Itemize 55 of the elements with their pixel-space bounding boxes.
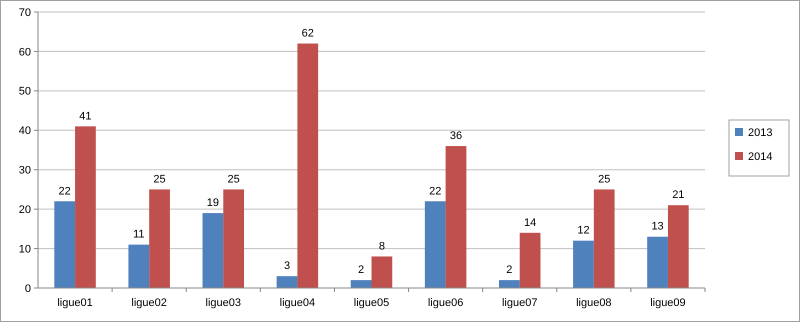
bar	[498, 280, 520, 288]
bar	[424, 201, 446, 288]
y-tick-label: 10	[18, 243, 31, 256]
bar	[350, 280, 372, 288]
data-label: 2	[358, 264, 364, 276]
legend-label: 2014	[748, 150, 772, 163]
bar	[668, 205, 689, 288]
data-label: 36	[450, 130, 462, 142]
bar	[573, 240, 594, 288]
y-tick-label: 30	[18, 164, 31, 177]
x-tick-label: ligue05	[354, 297, 390, 309]
data-label: 22	[58, 185, 71, 198]
x-tick-label: ligue06	[428, 297, 464, 309]
bar	[446, 146, 466, 288]
bar	[75, 126, 96, 288]
x-tick-label: ligue02	[131, 297, 167, 309]
data-label: 3	[284, 260, 290, 272]
bar	[276, 276, 298, 288]
data-label: 11	[133, 228, 144, 241]
bar	[647, 236, 668, 288]
bar	[297, 44, 318, 288]
y-tick-label: 40	[18, 125, 31, 138]
data-label: 8	[378, 240, 385, 252]
y-tick-label: 50	[18, 86, 31, 98]
x-tick-label: ligue08	[576, 297, 612, 309]
bar	[149, 189, 170, 288]
x-tick-label: ligue01	[57, 297, 93, 309]
data-label: 25	[598, 173, 610, 186]
data-label: 19	[206, 197, 220, 210]
bar	[372, 256, 392, 288]
x-tick-label: ligue07	[502, 297, 538, 309]
y-tick-label: 20	[18, 204, 31, 216]
bar	[594, 189, 615, 288]
data-label: 21	[672, 189, 684, 202]
y-tick-label: 60	[18, 46, 31, 58]
x-tick-label: ligue03	[206, 297, 242, 309]
bar	[223, 189, 244, 288]
data-label: 22	[429, 185, 442, 198]
data-label: 12	[577, 224, 590, 237]
x-tick-label: ligue04	[280, 297, 316, 309]
data-label: 14	[524, 216, 536, 229]
data-label: 25	[153, 173, 166, 186]
x-tick-label: ligue09	[650, 297, 686, 309]
bar	[128, 244, 150, 288]
data-label: 25	[228, 173, 240, 186]
data-label: 41	[79, 110, 92, 122]
y-tick-label: 70	[18, 6, 31, 19]
data-label: 62	[302, 28, 314, 40]
bar	[54, 201, 76, 288]
y-tick-label: 0	[24, 282, 31, 295]
data-label: 13	[651, 220, 664, 233]
data-label: 2	[506, 264, 512, 276]
legend-label: 2013	[748, 126, 772, 139]
bar	[202, 213, 224, 288]
bar	[520, 232, 540, 288]
